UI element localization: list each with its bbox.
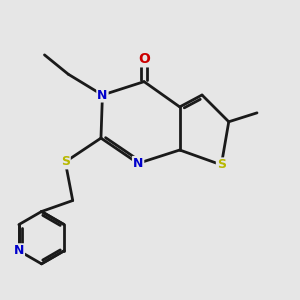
Text: S: S (217, 158, 226, 171)
Text: N: N (14, 244, 24, 257)
Text: O: O (138, 52, 150, 66)
Text: N: N (97, 88, 108, 101)
Text: S: S (61, 155, 70, 168)
Text: N: N (133, 157, 143, 170)
